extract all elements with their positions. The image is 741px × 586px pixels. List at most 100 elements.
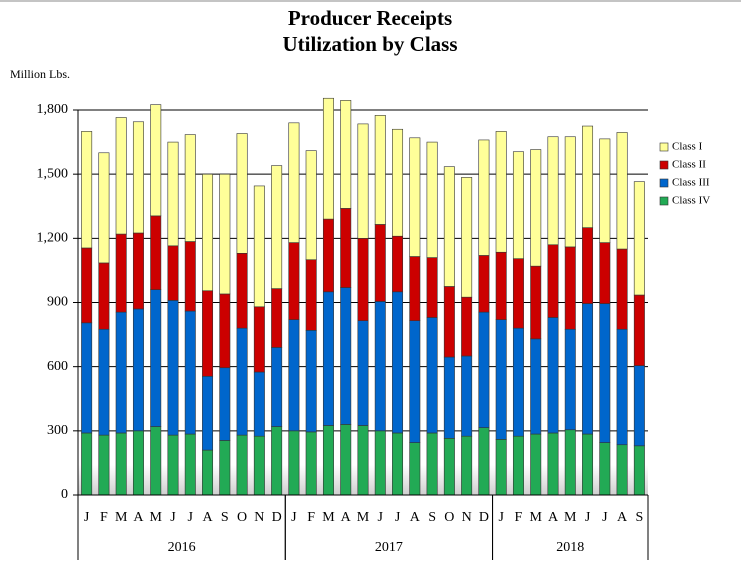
x-tick-label: F: [100, 510, 108, 525]
bar-segment: [530, 433, 542, 496]
bar-segment: [547, 432, 559, 496]
legend-swatch: [659, 142, 669, 152]
bar-segment: [219, 293, 231, 369]
bar-segment: [374, 301, 386, 432]
bar-segment: [512, 327, 524, 437]
bar-segment: [340, 100, 352, 209]
bar-segment: [81, 247, 93, 324]
bar-segment: [236, 133, 248, 254]
legend-swatch: [659, 178, 669, 188]
bar-segment: [495, 131, 507, 253]
bar-segment: [305, 330, 317, 433]
bar-segment: [547, 136, 559, 246]
bar-segment: [150, 104, 162, 217]
bar-segment: [340, 424, 352, 496]
x-tick-label: M: [115, 510, 128, 525]
bar-segment: [443, 166, 455, 287]
bar-segment: [443, 356, 455, 439]
bar-segment: [132, 308, 144, 432]
bar-segment: [271, 426, 283, 496]
bar-segment: [582, 227, 594, 304]
bar-segment: [426, 317, 438, 434]
bar-segment: [530, 265, 542, 340]
bar-segment: [461, 296, 473, 357]
x-tick-label: J: [188, 510, 194, 525]
bar-segment: [253, 435, 265, 496]
x-tick-label: A: [617, 510, 628, 525]
bar-segment: [132, 121, 144, 234]
x-tick-label: F: [515, 510, 523, 525]
bar-segment: [564, 328, 576, 431]
bar-segment: [478, 427, 490, 496]
bar-segment: [202, 173, 214, 292]
bar-segment: [219, 173, 231, 295]
bar-segment: [633, 181, 645, 296]
x-tick-label: S: [428, 510, 436, 525]
bar-segment: [271, 288, 283, 348]
bar-segment: [253, 371, 265, 437]
bar-segment: [98, 262, 110, 330]
y-tick-label: 1,500: [37, 166, 69, 181]
bar-segment: [409, 137, 421, 257]
x-tick-label: S: [635, 510, 643, 525]
bar-segment: [426, 432, 438, 496]
bar-segment: [184, 134, 196, 242]
x-tick-label: J: [585, 510, 591, 525]
x-tick-label: F: [307, 510, 315, 525]
bar-segment: [409, 256, 421, 321]
year-label: 2017: [375, 540, 403, 555]
legend-swatch: [659, 196, 669, 206]
x-tick-label: A: [341, 510, 352, 525]
bar-segment: [288, 242, 300, 320]
y-tick-label: 600: [47, 359, 68, 374]
y-tick-label: 1,200: [37, 231, 69, 246]
bar-segment: [374, 224, 386, 302]
bar-segment: [184, 241, 196, 312]
bar-segment: [132, 430, 144, 496]
bar-segment: [426, 141, 438, 258]
bar-segment: [461, 177, 473, 298]
bar-segment: [426, 257, 438, 318]
x-tick-label: A: [133, 510, 144, 525]
y-tick-label: 0: [61, 487, 68, 502]
x-tick-label: J: [602, 510, 608, 525]
x-tick-label: D: [479, 510, 489, 525]
bar-segment: [357, 238, 369, 321]
bar-segment: [530, 338, 542, 435]
x-tick-label: J: [291, 510, 297, 525]
bar-segment: [495, 439, 507, 496]
bar-segment: [322, 97, 334, 220]
x-tick-label: A: [548, 510, 559, 525]
chart-subtitle: Utilization by Class: [282, 32, 457, 56]
bar-segment: [98, 328, 110, 436]
bar-segment: [167, 141, 179, 247]
bar-segment: [288, 430, 300, 496]
bar-segment: [616, 328, 628, 446]
bar-segment: [599, 138, 611, 243]
bar-segment: [357, 320, 369, 426]
bar-segment: [219, 367, 231, 441]
bar-segment: [461, 435, 473, 496]
x-tick-label: N: [462, 510, 472, 525]
bar-segment: [392, 291, 404, 434]
x-tick-label: J: [378, 510, 384, 525]
bar-segment: [564, 136, 576, 248]
bar-segment: [633, 445, 645, 496]
bar-segment: [305, 431, 317, 496]
x-tick-label: O: [237, 510, 247, 525]
bar-segment: [236, 253, 248, 329]
bar-segment: [409, 442, 421, 496]
x-tick-label: M: [322, 510, 335, 525]
bar-segment: [340, 208, 352, 288]
bar-segment: [633, 294, 645, 366]
legend-label: Class IV: [672, 195, 710, 207]
bar-segment: [115, 233, 127, 313]
bar-segment: [305, 259, 317, 331]
bar-segment: [202, 449, 214, 496]
bar-segment: [512, 435, 524, 496]
x-tick-label: J: [395, 510, 401, 525]
bar-segment: [512, 258, 524, 329]
bar-segment: [184, 433, 196, 496]
bar-segment: [633, 365, 645, 447]
